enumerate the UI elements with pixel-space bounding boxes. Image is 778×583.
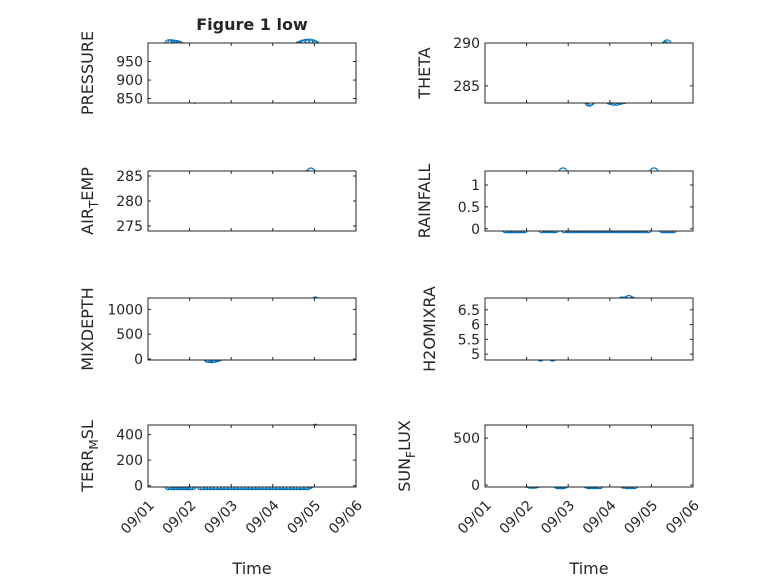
- subplot-rainfall: 0 0.5 1 RAINFALL: [415, 164, 694, 239]
- y-tick-label: 500: [116, 327, 143, 343]
- y-tick-label: 6.5: [458, 303, 480, 319]
- y-tick-label: 5: [471, 347, 480, 363]
- y-tick-label: 1: [471, 178, 480, 194]
- axes-box: [484, 42, 694, 104]
- subplot-terrmsl: 0 200 400 09/01 09/02 09/03 09/04 09/05 09/06 Tim…: [78, 420, 366, 578]
- subplot-theta: 285 290 THETA: [415, 36, 694, 107]
- y-tick-label: 0: [134, 352, 143, 368]
- y-axis-label-subscript: M: [87, 439, 101, 449]
- y-axis-label-rest: EMP: [78, 167, 97, 201]
- subplot-pressure: 850 900 950 PRESSURE: [78, 31, 357, 115]
- x-tick-label: 09/03: [538, 498, 578, 538]
- y-axis-label: THETA: [415, 47, 434, 99]
- x-tick-label: 09/02: [497, 498, 537, 538]
- y-tick-label: 280: [116, 194, 143, 210]
- figure-title: Figure 1 low: [196, 15, 308, 34]
- x-tick-label: 09/03: [201, 498, 241, 538]
- y-axis-label-subscript: T: [87, 200, 101, 209]
- x-tick-label: 09/05: [621, 498, 661, 538]
- y-axis-label-subscript: F: [404, 451, 418, 458]
- y-axis-label: PRESSURE: [78, 31, 97, 115]
- axes-box: [484, 170, 694, 232]
- y-tick-label: 6: [471, 318, 480, 334]
- y-axis-label-rest: LUX: [395, 420, 414, 451]
- axes-box: [147, 170, 357, 232]
- subplot-mixdepth: 0 500 1000 MIXDEPTH: [78, 287, 357, 371]
- axes-box: [147, 297, 357, 361]
- x-tick-label: 09/06: [326, 498, 366, 538]
- y-tick-label: 500: [453, 431, 480, 447]
- y-axis-label-main: TERR: [78, 450, 97, 493]
- y-tick-label: 0: [134, 479, 143, 495]
- x-tick-label: 09/04: [243, 498, 283, 538]
- y-axis-label: RAINFALL: [415, 164, 434, 239]
- y-tick-label: 950: [116, 55, 143, 71]
- y-tick-label: 5.5: [458, 332, 480, 348]
- axes-box: [484, 297, 694, 361]
- y-tick-label: 275: [116, 219, 143, 235]
- subplot-airtemp: 275 280 285 AIRTEMP: [78, 167, 357, 235]
- subplot-h2omixra: 55.566.5 H2OMIXRA: [420, 286, 694, 372]
- x-tick-label: 09/01: [118, 498, 158, 538]
- y-axis-label: H2OMIXRA: [420, 286, 439, 372]
- y-axis-label: AIRTEMP: [78, 167, 101, 235]
- y-axis-label: SUNFLUX: [395, 420, 418, 492]
- y-axis-label-main: SUN: [395, 458, 414, 492]
- axes-box: [147, 424, 357, 488]
- y-tick-label: 850: [116, 92, 143, 108]
- x-tick-label: 09/02: [160, 498, 200, 538]
- x-axis-label: Time: [231, 559, 271, 578]
- y-axis-label-rest: SL: [78, 420, 97, 439]
- subplot-grid: 850 900 950 PRESSURE 285 290 THETA 275 280 285 AIR…: [78, 31, 703, 578]
- x-tick-label: 09/01: [455, 498, 495, 538]
- y-tick-label: 0: [471, 478, 480, 494]
- y-tick-label: 1000: [107, 302, 143, 318]
- x-axis-label: Time: [568, 559, 608, 578]
- subplot-sunflux: 0 500 09/01 09/02 09/03 09/04 09/05 09/06 Time SU…: [395, 420, 703, 578]
- y-tick-label: 290: [453, 36, 480, 52]
- x-tick-label: 09/04: [580, 498, 620, 538]
- y-tick-label: 0: [471, 222, 480, 238]
- y-tick-label: 285: [453, 79, 480, 95]
- axes-box: [484, 424, 694, 488]
- axes-box: [147, 42, 357, 104]
- x-tick-label: 09/05: [284, 498, 324, 538]
- y-tick-label: 900: [116, 73, 143, 89]
- y-axis-label-main: AIR: [78, 208, 97, 235]
- x-tick-label: 09/06: [663, 498, 703, 538]
- y-tick-label: 0.5: [458, 200, 480, 216]
- y-axis-label: TERRMSL: [78, 420, 101, 493]
- y-axis-label: MIXDEPTH: [78, 287, 97, 370]
- y-tick-label: 200: [116, 453, 143, 469]
- y-tick-label: 285: [116, 169, 143, 185]
- y-tick-label: 400: [116, 428, 143, 444]
